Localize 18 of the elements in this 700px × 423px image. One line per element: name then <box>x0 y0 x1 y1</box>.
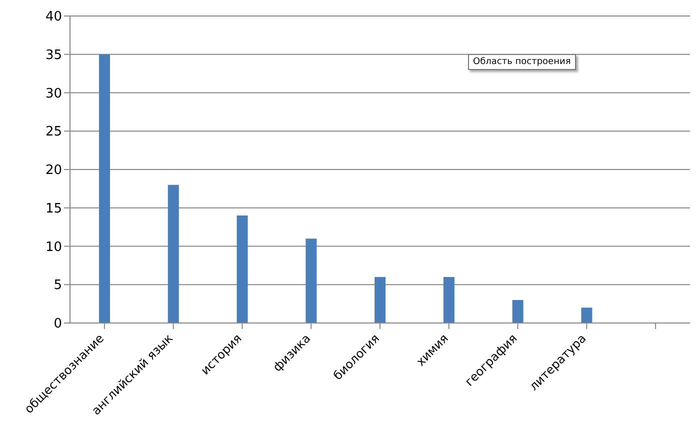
y-tick-label: 15 <box>45 201 62 216</box>
bar <box>374 276 386 323</box>
bar <box>512 300 524 323</box>
annotation: Область построения <box>468 54 576 70</box>
bar <box>99 54 110 323</box>
y-tick-label: 30 <box>45 86 62 102</box>
y-tick-label: 10 <box>45 240 62 255</box>
y-tick-label: 35 <box>45 48 62 63</box>
y-tick-label: 25 <box>45 124 62 140</box>
y-tick-label: 5 <box>54 278 62 294</box>
y-tick-label: 40 <box>45 10 62 25</box>
bar <box>443 276 454 323</box>
bar <box>168 184 179 323</box>
bar <box>581 308 592 323</box>
bar <box>306 238 317 323</box>
bar <box>236 216 248 323</box>
y-tick-label: 20 <box>45 163 62 178</box>
y-tick-label: 0 <box>54 316 62 332</box>
